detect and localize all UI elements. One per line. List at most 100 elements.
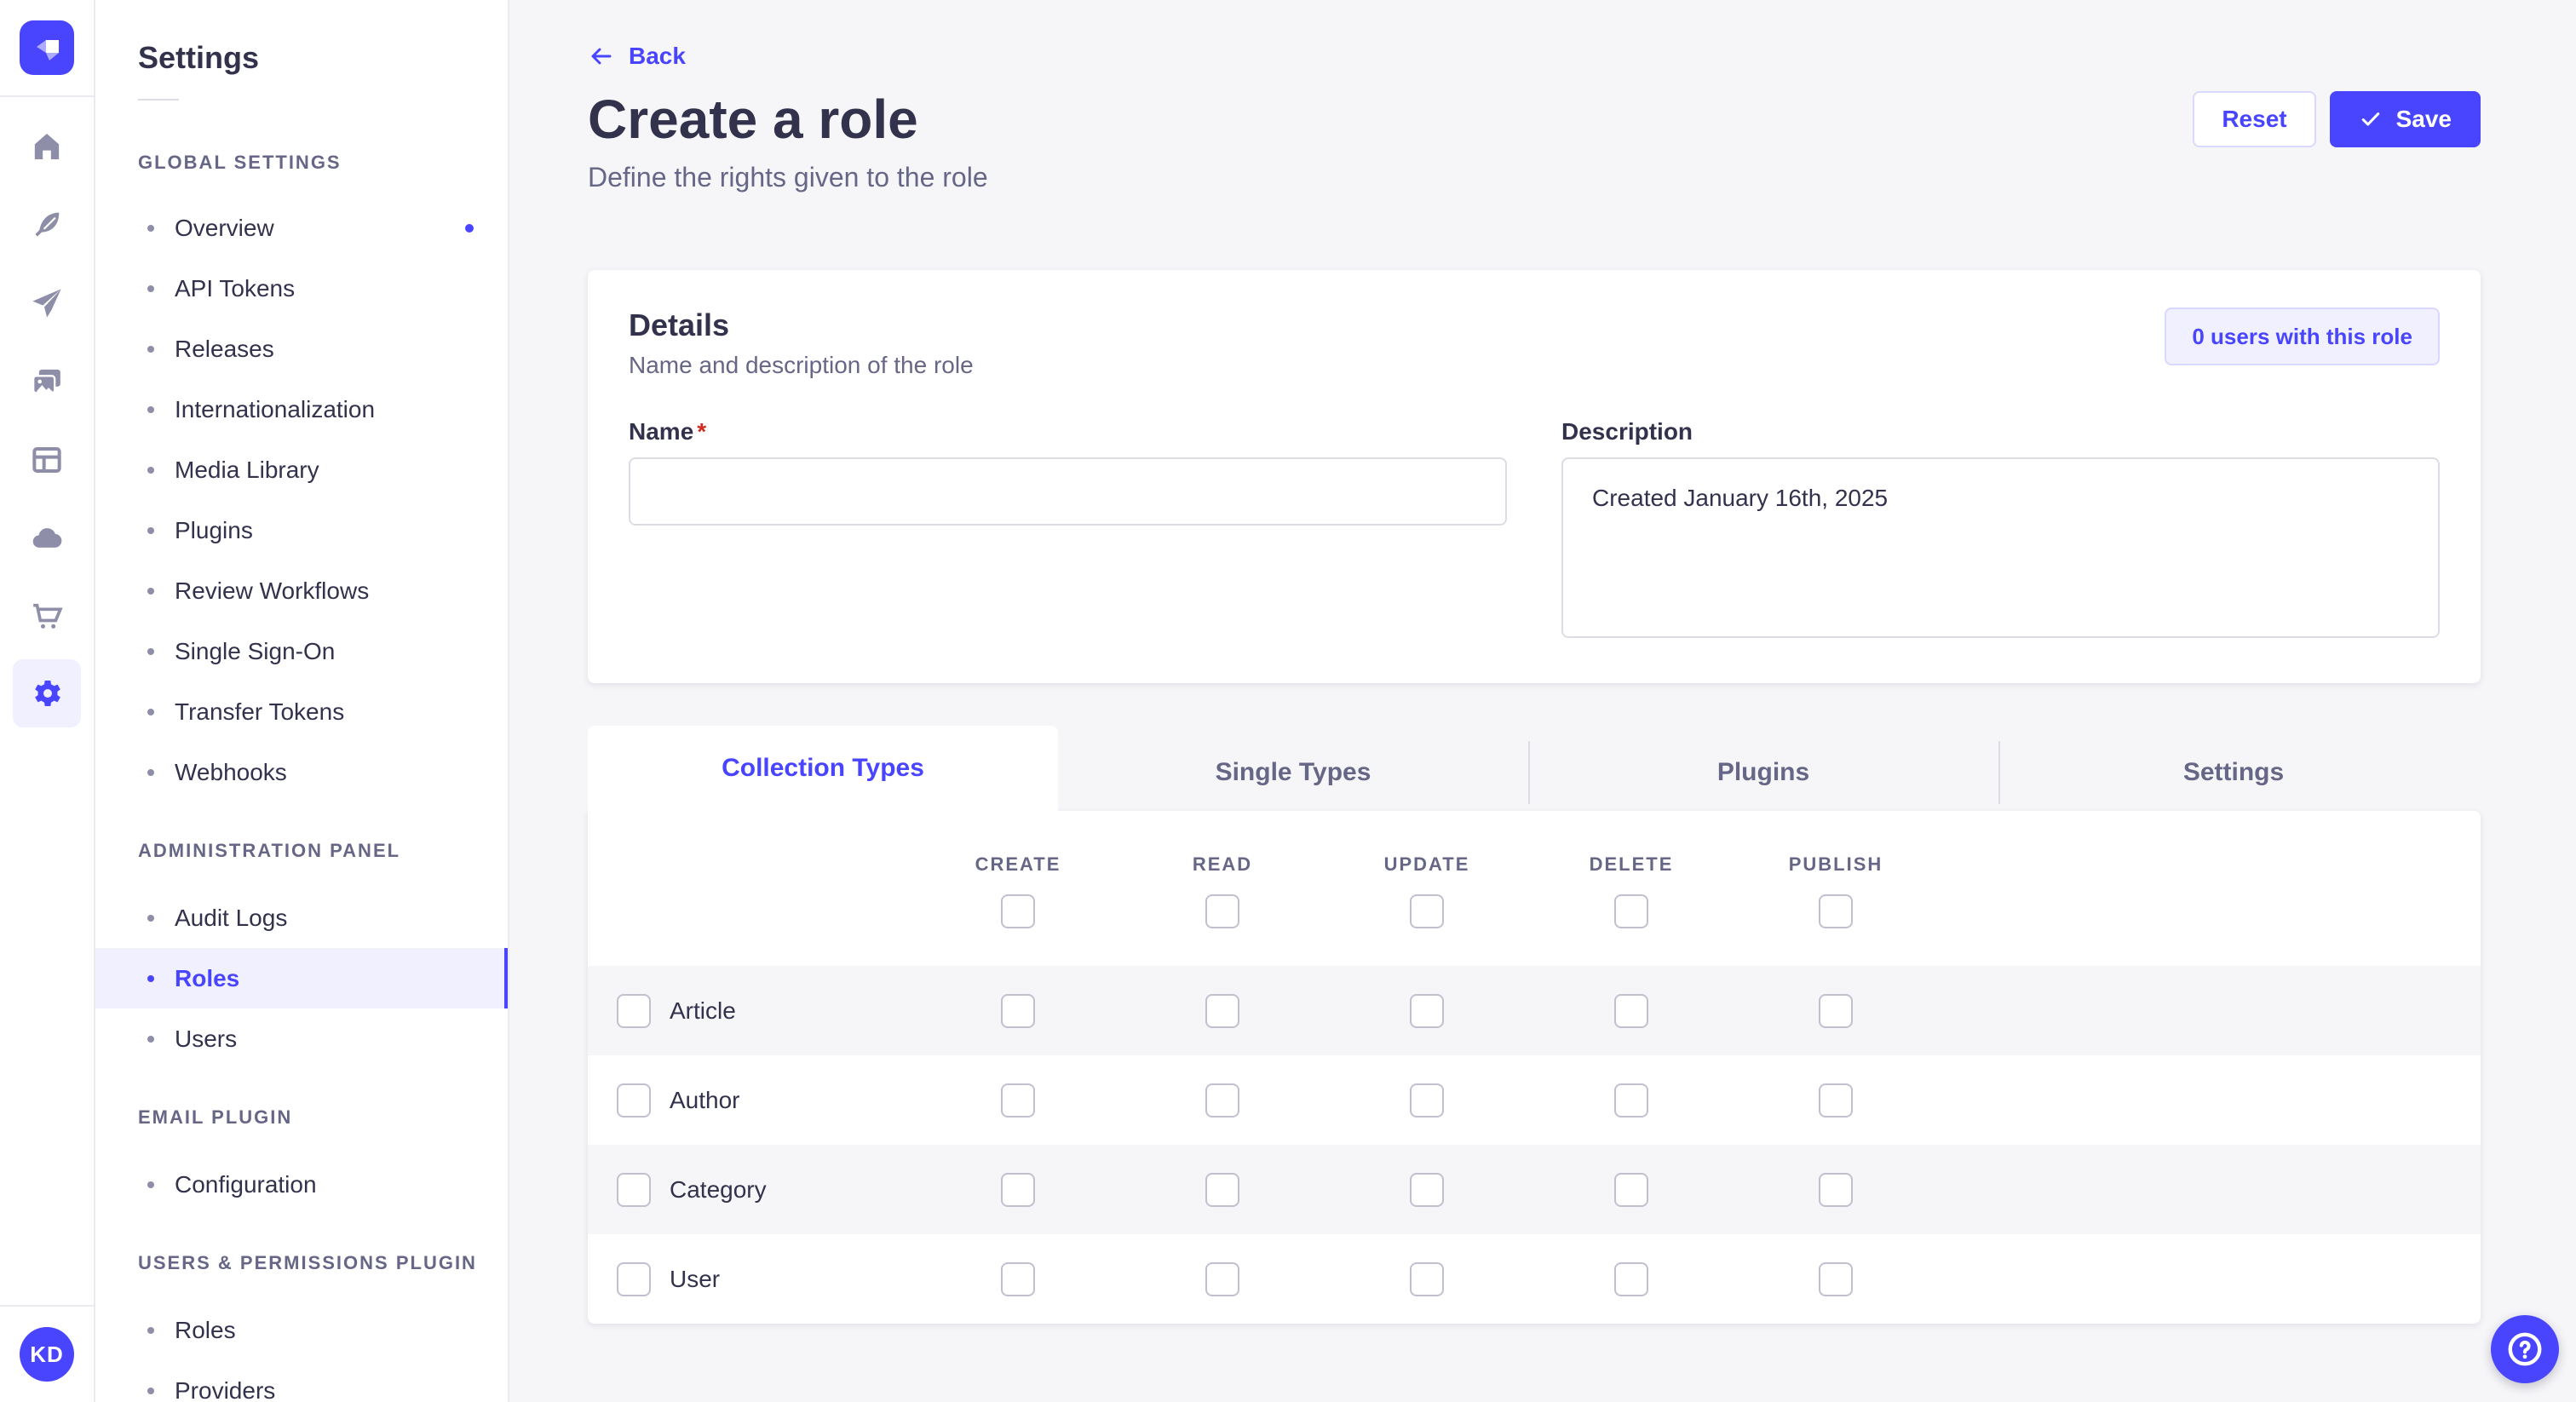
- question-mark-icon: [2508, 1332, 2542, 1366]
- bullet-icon: [147, 914, 154, 922]
- settings-icon[interactable]: [13, 659, 81, 727]
- reset-button[interactable]: Reset: [2193, 91, 2316, 147]
- article-update-checkbox[interactable]: [1410, 993, 1444, 1028]
- category-create-checkbox[interactable]: [1001, 1172, 1035, 1207]
- tab-plugins[interactable]: Plugins: [1528, 734, 1998, 811]
- save-button[interactable]: Save: [2329, 91, 2481, 147]
- select-all-update-checkbox[interactable]: [1410, 894, 1444, 928]
- author-read-checkbox[interactable]: [1205, 1083, 1239, 1118]
- author-delete-checkbox[interactable]: [1614, 1083, 1648, 1118]
- column-header-read: READ: [1192, 853, 1253, 875]
- column-header-publish: PUBLISH: [1788, 853, 1883, 875]
- row-select-article-checkbox[interactable]: [617, 993, 651, 1028]
- sidebar-item-up-roles[interactable]: Roles: [95, 1300, 508, 1360]
- bullet-icon: [147, 1387, 154, 1394]
- row-select-category-checkbox[interactable]: [617, 1172, 651, 1207]
- row-select-author-checkbox[interactable]: [617, 1083, 651, 1118]
- sidebar-item-users[interactable]: Users: [95, 1008, 508, 1069]
- tab-settings[interactable]: Settings: [1998, 734, 2469, 811]
- table-row-user: User: [588, 1234, 2481, 1324]
- user-update-checkbox[interactable]: [1410, 1261, 1444, 1296]
- back-label: Back: [629, 43, 686, 69]
- page-title: Create a role: [588, 89, 918, 150]
- user-delete-checkbox[interactable]: [1614, 1261, 1648, 1296]
- category-read-checkbox[interactable]: [1205, 1172, 1239, 1207]
- article-publish-checkbox[interactable]: [1819, 993, 1853, 1028]
- sidebar-item-overview[interactable]: Overview: [95, 198, 508, 258]
- bullet-icon: [147, 708, 154, 715]
- tab-single-types[interactable]: Single Types: [1215, 758, 1371, 786]
- user-publish-checkbox[interactable]: [1819, 1261, 1853, 1296]
- sidebar-item-configuration[interactable]: Configuration: [95, 1154, 508, 1215]
- select-all-create-checkbox[interactable]: [1001, 894, 1035, 928]
- category-delete-checkbox[interactable]: [1614, 1172, 1648, 1207]
- row-label: Article: [670, 997, 736, 1024]
- section-administration-panel: Audit Logs Roles Users: [95, 888, 508, 1069]
- column-header-create: CREATE: [975, 853, 1061, 875]
- media-library-icon[interactable]: [28, 363, 66, 400]
- home-icon[interactable]: [28, 128, 66, 165]
- author-publish-checkbox[interactable]: [1819, 1083, 1853, 1118]
- releases-icon[interactable]: [28, 284, 66, 322]
- select-all-delete-checkbox[interactable]: [1614, 894, 1648, 928]
- description-label: Description: [1561, 418, 1693, 445]
- bullet-icon: [147, 526, 154, 534]
- sidebar-item-audit-logs[interactable]: Audit Logs: [95, 888, 508, 948]
- bullet-icon: [147, 405, 154, 413]
- content-type-builder-icon[interactable]: [28, 441, 66, 479]
- article-delete-checkbox[interactable]: [1614, 993, 1648, 1028]
- section-label-email-plugin: EMAIL PLUGIN: [138, 1106, 293, 1128]
- sidebar-title: Settings: [138, 40, 260, 75]
- name-field-group: Name *: [629, 418, 1507, 642]
- row-select-user-checkbox[interactable]: [617, 1261, 651, 1296]
- permissions-panel: CREATE READ UPDATE DELETE PUBLISH: [588, 811, 2481, 1324]
- sidebar-item-roles[interactable]: Roles: [95, 948, 508, 1008]
- strapi-logo[interactable]: [20, 20, 74, 75]
- select-all-publish-checkbox[interactable]: [1819, 894, 1853, 928]
- sidebar-item-webhooks[interactable]: Webhooks: [95, 742, 508, 802]
- cloud-icon[interactable]: [28, 520, 66, 557]
- table-row-article: Article: [588, 966, 2481, 1055]
- help-button[interactable]: [2491, 1315, 2559, 1383]
- article-create-checkbox[interactable]: [1001, 993, 1035, 1028]
- bullet-icon: [147, 768, 154, 776]
- section-label-users-permissions-plugin: USERS & PERMISSIONS PLUGIN: [138, 1252, 477, 1273]
- bullet-icon: [147, 466, 154, 474]
- details-subtitle: Name and description of the role: [629, 352, 974, 378]
- sidebar-item-transfer-tokens[interactable]: Transfer Tokens: [95, 681, 508, 742]
- required-asterisk: *: [697, 418, 707, 445]
- article-read-checkbox[interactable]: [1205, 993, 1239, 1028]
- author-create-checkbox[interactable]: [1001, 1083, 1035, 1118]
- sidebar-item-releases[interactable]: Releases: [95, 319, 508, 379]
- users-with-role-button[interactable]: 0 users with this role: [2165, 307, 2440, 365]
- category-publish-checkbox[interactable]: [1819, 1172, 1853, 1207]
- permissions-header: CREATE READ UPDATE DELETE PUBLISH: [588, 811, 2481, 966]
- sidebar-item-up-providers[interactable]: Providers: [95, 1360, 508, 1402]
- author-update-checkbox[interactable]: [1410, 1083, 1444, 1118]
- user-create-checkbox[interactable]: [1001, 1261, 1035, 1296]
- section-email-plugin: Configuration: [95, 1154, 508, 1215]
- sidebar-item-review-workflows[interactable]: Review Workflows: [95, 560, 508, 621]
- name-input[interactable]: [629, 457, 1507, 526]
- description-textarea[interactable]: Created January 16th, 2025: [1561, 457, 2440, 638]
- content-manager-icon[interactable]: [28, 206, 66, 244]
- sidebar-item-api-tokens[interactable]: API Tokens: [95, 258, 508, 319]
- bullet-icon: [147, 345, 154, 353]
- sidebar-item-plugins[interactable]: Plugins: [95, 500, 508, 560]
- sidebar-item-single-sign-on[interactable]: Single Sign-On: [95, 621, 508, 681]
- user-read-checkbox[interactable]: [1205, 1261, 1239, 1296]
- page-subtitle: Define the rights given to the role: [588, 162, 988, 192]
- tab-collection-types[interactable]: Collection Types: [588, 726, 1058, 811]
- sidebar-item-media-library[interactable]: Media Library: [95, 440, 508, 500]
- select-all-read-checkbox[interactable]: [1205, 894, 1239, 928]
- back-link[interactable]: Back: [588, 43, 686, 70]
- sidebar-item-internationalization[interactable]: Internationalization: [95, 379, 508, 440]
- notification-dot-icon: [465, 223, 474, 233]
- column-header-update: UPDATE: [1383, 853, 1470, 875]
- section-label-global-settings: GLOBAL SETTINGS: [138, 152, 342, 173]
- category-update-checkbox[interactable]: [1410, 1172, 1444, 1207]
- table-row-author: Author: [588, 1055, 2481, 1145]
- marketplace-icon[interactable]: [28, 598, 66, 635]
- section-global-settings: Overview API Tokens Releases Internation…: [95, 198, 508, 802]
- user-avatar[interactable]: KD: [20, 1327, 74, 1382]
